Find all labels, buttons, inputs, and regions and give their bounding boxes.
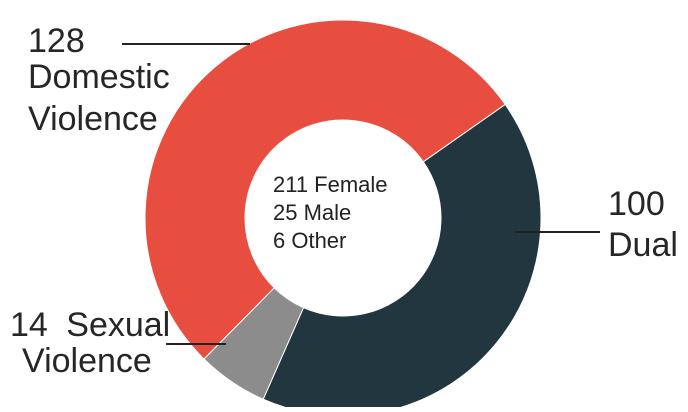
center-text-female: 211 Female [273,172,388,197]
slice-dual [262,103,542,412]
slice-label-domestic-line1: Domestic [28,58,170,96]
slice-label-sexual-word: Sexual [66,306,170,344]
center-text-male: 25 Male [273,200,351,225]
leader-lines [122,43,600,345]
slice-domestic-violence [144,19,506,360]
slice-label-sexual-line1: 14 Sexual [10,306,170,344]
slice-label-dual-value: 100 [608,185,665,223]
slice-label-domestic-value: 128 [28,22,85,60]
slice-label-sexual-value: 14 [10,306,48,344]
slice-label-sexual-line2: Violence [22,342,152,380]
donut-slices [144,19,542,412]
slice-label-dual-line1: Dual [608,226,678,264]
slice-label-domestic-line2: Violence [28,100,158,138]
center-text-other: 6 Other [273,228,346,253]
